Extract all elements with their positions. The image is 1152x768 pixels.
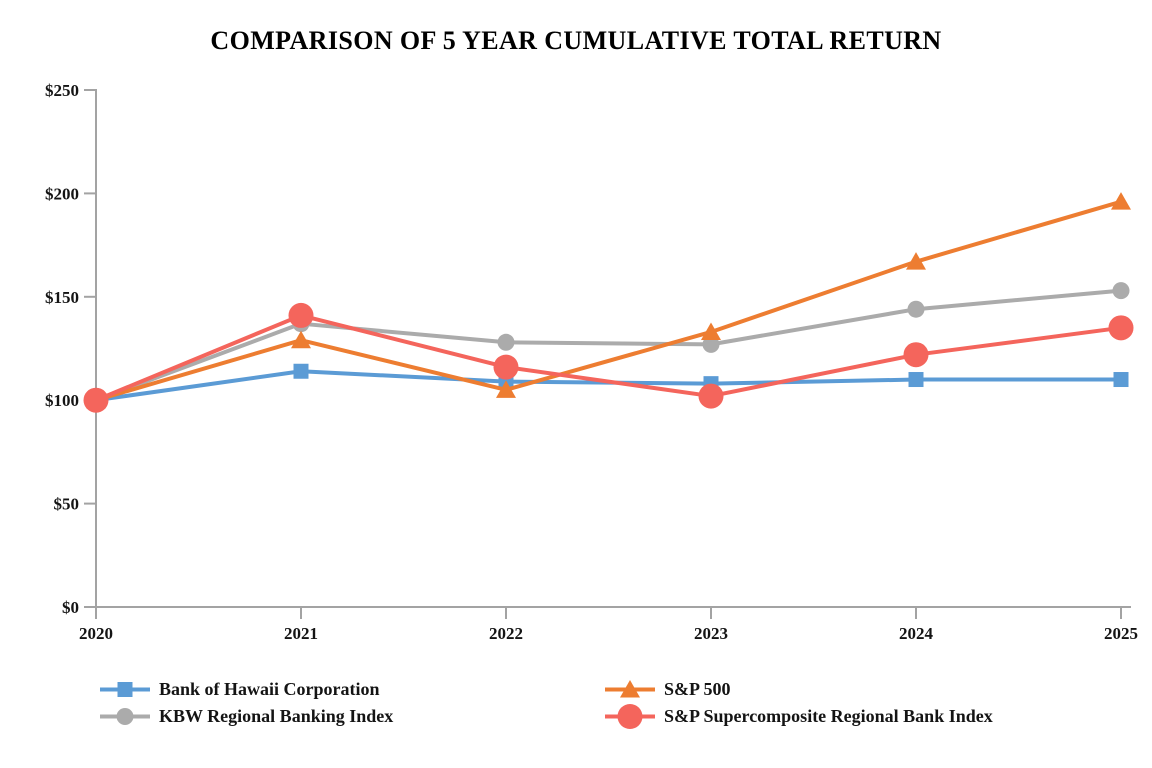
line-chart: $0 $50 $100 $150 $200 $250 2020 2021 2022 2023 202…: [45, 81, 1138, 643]
legend-item-bank-of-hawaii-corporation: Bank of Hawaii Corporation: [100, 676, 605, 703]
y-tick-label: $150: [45, 288, 79, 307]
y-tick-label: $200: [45, 184, 79, 203]
data-point: [1112, 282, 1130, 300]
data-point: [698, 383, 724, 409]
data-point: [702, 335, 720, 353]
x-tick-label: 2020: [79, 624, 113, 643]
circle-marker-icon: [100, 708, 150, 725]
x-tick-label: 2025: [1104, 624, 1138, 643]
data-point: [293, 363, 309, 379]
data-point: [1113, 372, 1129, 388]
series-line-bank-of-hawaii-corporation: [94, 369, 1123, 403]
legend-item-s-p-supercomposite-regional-bank-index: S&P Supercomposite Regional Bank Index: [605, 703, 993, 730]
y-tick-label: $50: [54, 495, 80, 514]
data-point: [493, 354, 519, 380]
x-tick-label: 2021: [284, 624, 318, 643]
data-point: [908, 372, 924, 388]
x-tick-label: 2023: [694, 624, 728, 643]
data-point: [1111, 192, 1131, 210]
data-point: [496, 380, 516, 398]
data-point: [903, 342, 929, 368]
data-point: [907, 300, 925, 318]
square-marker-icon: [100, 682, 150, 697]
y-tick-label: $0: [62, 598, 79, 617]
data-point: [83, 387, 109, 413]
data-point: [1108, 315, 1134, 341]
data-point: [701, 322, 721, 340]
data-point: [906, 252, 926, 270]
legend-label: KBW Regional Banking Index: [159, 706, 394, 726]
series-line-s-p-500: [94, 199, 1123, 403]
legend-label: S&P 500: [664, 679, 731, 699]
y-tick-label: $100: [45, 391, 79, 410]
chart-legend: Bank of Hawaii Corporation KBW Regional B…: [100, 676, 993, 730]
triangle-marker-icon: [605, 680, 655, 698]
chart-title: COMPARISON OF 5 YEAR CUMULATIVE TOTAL RE…: [210, 26, 942, 55]
legend-item-kbw-regional-banking-index: KBW Regional Banking Index: [100, 703, 605, 730]
legend-label: Bank of Hawaii Corporation: [159, 679, 380, 699]
square-marker-icon-glyph: [117, 682, 133, 697]
series-line-s-p-supercomposite-regional-bank-index: [94, 313, 1123, 403]
legend-column: Bank of Hawaii Corporation KBW Regional B…: [100, 676, 605, 730]
data-point: [291, 330, 311, 349]
legend-item-s-p-500: S&P 500: [605, 676, 993, 703]
data-point: [497, 333, 515, 351]
y-tick-label: $250: [45, 81, 79, 100]
triangle-marker-icon-glyph: [620, 680, 640, 698]
data-point: [288, 302, 314, 328]
x-tick-label: 2024: [899, 624, 934, 643]
circle-large-marker-icon-glyph: [617, 704, 643, 729]
legend-column: S&P 500 S&P Supercomposite Regional Bank …: [605, 676, 993, 730]
x-tick-label: 2022: [489, 624, 523, 643]
circle-large-marker-icon: [605, 704, 655, 729]
legend-label: S&P Supercomposite Regional Bank Index: [664, 706, 993, 726]
circle-marker-icon-glyph: [116, 708, 134, 725]
series-line-kbw-regional-banking-index: [94, 288, 1123, 403]
